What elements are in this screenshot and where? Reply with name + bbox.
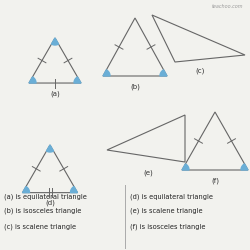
Polygon shape [29, 77, 36, 83]
Text: (f): (f) [211, 177, 219, 184]
Polygon shape [46, 145, 54, 152]
Text: (a): (a) [50, 90, 60, 96]
Polygon shape [22, 186, 30, 193]
Text: (f) is isosceles triangle: (f) is isosceles triangle [130, 223, 206, 230]
Text: (c) is scalene triangle: (c) is scalene triangle [4, 223, 76, 230]
Text: (d): (d) [45, 200, 55, 206]
Polygon shape [160, 70, 167, 76]
Polygon shape [241, 164, 248, 170]
Text: (e) is scalene triangle: (e) is scalene triangle [130, 208, 202, 214]
Text: (d) is equilateral triangle: (d) is equilateral triangle [130, 193, 213, 200]
Polygon shape [103, 70, 110, 76]
Text: (c): (c) [195, 68, 205, 74]
Text: (b) is isosceles triangle: (b) is isosceles triangle [4, 208, 82, 214]
Polygon shape [70, 186, 78, 193]
Text: (b): (b) [130, 83, 140, 89]
Text: (e): (e) [143, 169, 153, 175]
Polygon shape [182, 164, 189, 170]
Text: teachoo.com: teachoo.com [212, 4, 243, 9]
Text: (a) is equilateral triangle: (a) is equilateral triangle [4, 193, 87, 200]
Polygon shape [52, 38, 59, 45]
Polygon shape [74, 77, 81, 83]
